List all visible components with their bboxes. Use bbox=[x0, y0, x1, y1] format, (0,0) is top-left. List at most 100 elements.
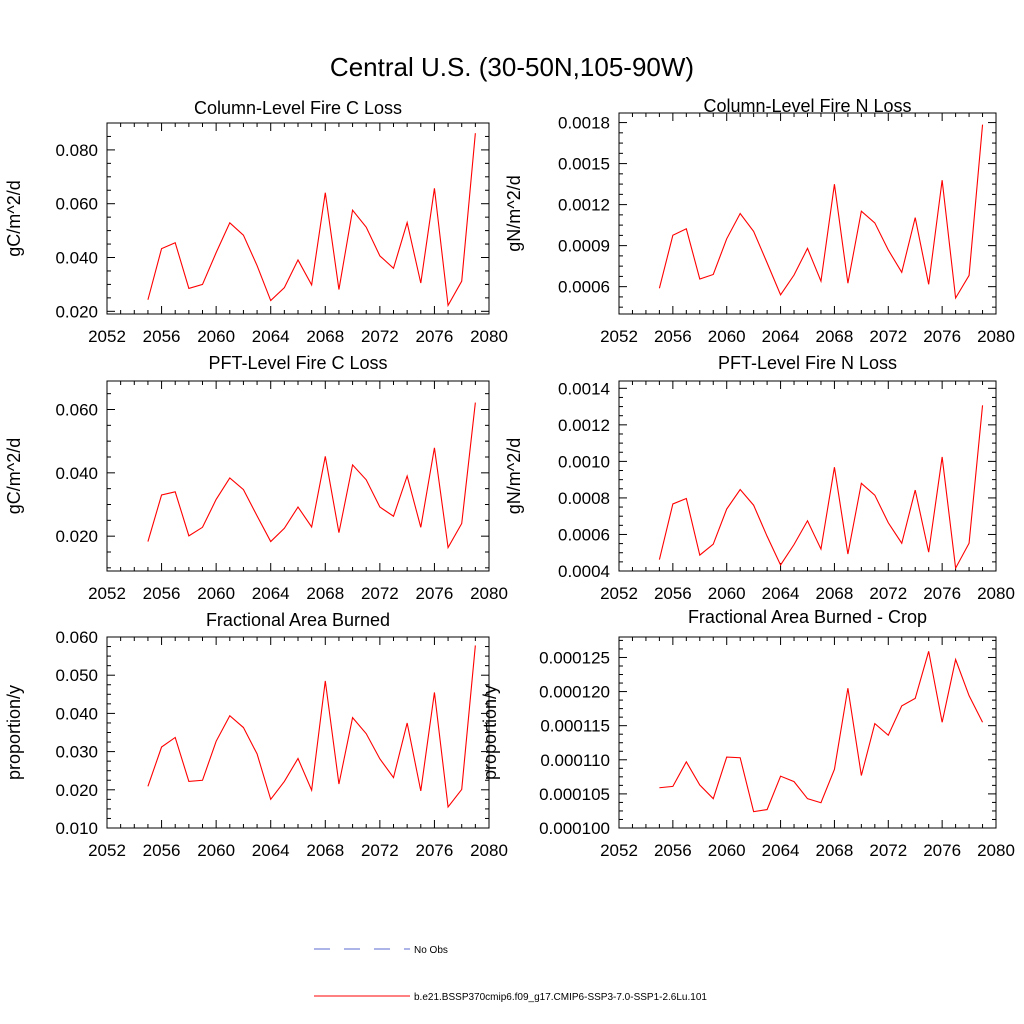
x-tick-label: 2068 bbox=[306, 327, 344, 346]
x-tick-label: 2060 bbox=[197, 327, 235, 346]
chart-panel-1: Column-Level Fire C Loss gC/m^2/d 2052 2056… bbox=[4, 98, 508, 346]
plot-frame bbox=[106, 380, 490, 572]
y-tick-label: 0.030 bbox=[55, 743, 98, 762]
x-tick-label: 2072 bbox=[869, 841, 907, 860]
y-tick-label: 0.0008 bbox=[558, 489, 610, 508]
y-tick-label: 0.080 bbox=[55, 141, 98, 160]
x-tick-label: 2068 bbox=[816, 327, 854, 346]
x-tick-label: 2056 bbox=[143, 584, 181, 603]
x-tick-label: 2076 bbox=[416, 841, 454, 860]
y-tick-label: 0.000100 bbox=[539, 819, 610, 838]
x-tick-label: 2068 bbox=[306, 841, 344, 860]
plot-frame bbox=[618, 636, 997, 829]
x-tick-label: 2056 bbox=[143, 841, 181, 860]
x-tick-label: 2060 bbox=[708, 327, 746, 346]
y-tick-label: 0.040 bbox=[55, 704, 98, 723]
legend-item: No Obs bbox=[314, 945, 448, 956]
x-tick-label: 2076 bbox=[923, 327, 961, 346]
y-tick-label: 0.0010 bbox=[558, 452, 610, 471]
x-tick-label: 2076 bbox=[416, 327, 454, 346]
y-tick-label: 0.0004 bbox=[558, 562, 610, 581]
x-tick-label: 2080 bbox=[977, 327, 1015, 346]
chart-panel-6: Fractional Area Burned - Crop proportion/… bbox=[480, 607, 1015, 860]
y-tick-label: 0.0018 bbox=[558, 114, 610, 133]
x-tick-label: 2080 bbox=[977, 584, 1015, 603]
y-tick-label: 0.020 bbox=[55, 781, 98, 800]
x-tick-label: 2080 bbox=[470, 841, 508, 860]
y-axis-label: gN/m^2/d bbox=[504, 175, 524, 251]
chart-panel-2: Column-Level Fire N Loss gN/m^2/d 2052 2056… bbox=[504, 96, 1015, 346]
x-tick-label: 2060 bbox=[197, 841, 235, 860]
plot-frame bbox=[106, 636, 490, 829]
x-tick-label: 2072 bbox=[869, 327, 907, 346]
legend-label: No Obs bbox=[414, 945, 448, 956]
x-tick-label: 2056 bbox=[143, 327, 181, 346]
x-tick-label: 2076 bbox=[923, 841, 961, 860]
x-tick-label: 2072 bbox=[869, 584, 907, 603]
y-tick-label: 0.000115 bbox=[540, 717, 610, 736]
y-axis-label: proportion/y bbox=[4, 685, 24, 780]
chart-panel-4: PFT-Level Fire N Loss gN/m^2/d 2052 2056 206… bbox=[504, 353, 1015, 603]
x-tick-label: 2052 bbox=[88, 584, 126, 603]
y-tick-label: 0.000105 bbox=[539, 785, 610, 804]
x-tick-label: 2060 bbox=[708, 584, 746, 603]
x-tick-label: 2068 bbox=[306, 584, 344, 603]
y-axis-label: proportion/y bbox=[480, 685, 500, 780]
chart-panel-3: PFT-Level Fire C Loss gC/m^2/d 2052 2056 206… bbox=[4, 353, 508, 603]
x-tick-label: 2064 bbox=[252, 841, 290, 860]
legend-item: b.e21.BSSP370cmip6.f09_g17.CMIP6-SSP3-7.… bbox=[314, 992, 707, 1003]
plot-frame bbox=[106, 122, 490, 315]
x-tick-label: 2052 bbox=[600, 584, 638, 603]
y-tick-label: 0.0014 bbox=[558, 379, 610, 398]
x-tick-label: 2080 bbox=[977, 841, 1015, 860]
x-tick-label: 2072 bbox=[361, 584, 399, 603]
panels: Column-Level Fire C Loss gC/m^2/d 2052 2056… bbox=[4, 96, 1015, 860]
series-line bbox=[658, 124, 984, 300]
x-tick-label: 2068 bbox=[816, 584, 854, 603]
series-line bbox=[658, 405, 984, 570]
y-tick-label: 0.0006 bbox=[558, 525, 610, 544]
x-tick-label: 2056 bbox=[654, 327, 692, 346]
x-tick-label: 2052 bbox=[600, 841, 638, 860]
y-tick-label: 0.060 bbox=[55, 628, 98, 647]
chart-title: PFT-Level Fire C Loss bbox=[208, 353, 387, 373]
x-tick-label: 2072 bbox=[361, 327, 399, 346]
y-axis-label: gC/m^2/d bbox=[4, 180, 24, 256]
y-axis-label: gC/m^2/d bbox=[4, 438, 24, 514]
chart-title: Fractional Area Burned bbox=[206, 610, 390, 630]
x-tick-label: 2072 bbox=[361, 841, 399, 860]
legend-label: b.e21.BSSP370cmip6.f09_g17.CMIP6-SSP3-7.… bbox=[414, 992, 707, 1003]
x-tick-label: 2056 bbox=[654, 841, 692, 860]
legend: No Obs b.e21.BSSP370cmip6.f09_g17.CMIP6-S… bbox=[314, 945, 707, 1003]
x-tick-label: 2060 bbox=[197, 584, 235, 603]
x-tick-label: 2064 bbox=[252, 327, 290, 346]
chart-title: Fractional Area Burned - Crop bbox=[688, 607, 927, 627]
y-tick-label: 0.000120 bbox=[539, 683, 610, 702]
series-line bbox=[147, 402, 476, 550]
y-tick-label: 0.040 bbox=[55, 464, 98, 483]
x-tick-label: 2080 bbox=[470, 327, 508, 346]
x-tick-label: 2076 bbox=[416, 584, 454, 603]
x-tick-label: 2052 bbox=[88, 841, 126, 860]
chart-panel-5: Fractional Area Burned proportion/y 2052 20… bbox=[4, 610, 508, 860]
y-tick-label: 0.060 bbox=[55, 195, 98, 214]
y-tick-label: 0.0012 bbox=[558, 416, 610, 435]
y-tick-label: 0.0006 bbox=[558, 278, 610, 297]
y-tick-label: 0.010 bbox=[55, 819, 98, 838]
chart-title: Column-Level Fire N Loss bbox=[703, 96, 911, 116]
y-tick-label: 0.050 bbox=[55, 666, 98, 685]
plot-frame bbox=[618, 112, 997, 315]
x-tick-label: 2064 bbox=[762, 584, 800, 603]
chart-title: Column-Level Fire C Loss bbox=[194, 98, 402, 118]
y-tick-label: 0.020 bbox=[55, 527, 98, 546]
series-line bbox=[147, 133, 476, 308]
y-tick-label: 0.020 bbox=[55, 302, 98, 321]
x-tick-label: 2052 bbox=[600, 327, 638, 346]
x-tick-label: 2052 bbox=[88, 327, 126, 346]
x-tick-label: 2076 bbox=[923, 584, 961, 603]
x-tick-label: 2060 bbox=[708, 841, 746, 860]
x-tick-label: 2064 bbox=[762, 841, 800, 860]
y-tick-label: 0.0009 bbox=[558, 237, 610, 256]
figure-title: Central U.S. (30-50N,105-90W) bbox=[330, 52, 694, 82]
